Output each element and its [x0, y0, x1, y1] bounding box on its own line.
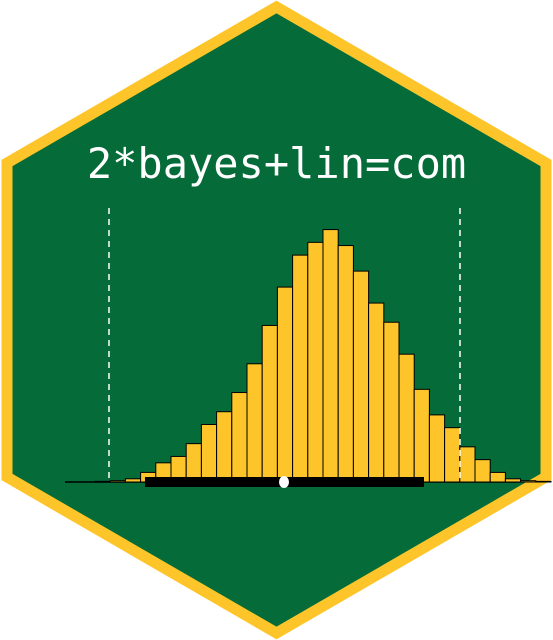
- histogram-bar: [383, 321, 400, 483]
- histogram-bar: [337, 245, 354, 483]
- histogram-bar: [368, 302, 385, 483]
- histogram-bar: [413, 388, 430, 483]
- histogram-bar: [246, 363, 263, 483]
- histogram-bar: [185, 443, 202, 483]
- histogram-bar: [398, 353, 415, 483]
- histogram-bar: [261, 324, 278, 483]
- histogram-bar: [444, 427, 461, 483]
- histogram-bar: [489, 471, 506, 483]
- histogram-bar: [94, 480, 111, 483]
- reference-lines: [108, 208, 461, 482]
- logo-title: 2*bayes+lin=com: [87, 139, 466, 188]
- histogram-bar: [520, 480, 537, 483]
- histogram-bar: [322, 229, 339, 483]
- histogram-bar: [216, 411, 233, 483]
- histogram-bar: [276, 286, 294, 483]
- histogram-bar: [428, 414, 446, 483]
- histogram-bar: [109, 480, 126, 483]
- histogram: [65, 229, 552, 483]
- histogram-bar: [535, 480, 552, 483]
- interval-layer: [145, 476, 424, 488]
- histogram-bar: [307, 241, 324, 483]
- histogram-bar: [459, 446, 476, 483]
- histogram-bar: [231, 392, 248, 483]
- histogram-bar: [292, 254, 309, 483]
- histogram-bar: [200, 423, 218, 483]
- histogram-bar: [124, 478, 142, 483]
- histogram-bar: [474, 459, 491, 483]
- histogram-bar: [504, 478, 522, 483]
- histogram-bar: [352, 270, 370, 483]
- point-estimate: [279, 476, 289, 488]
